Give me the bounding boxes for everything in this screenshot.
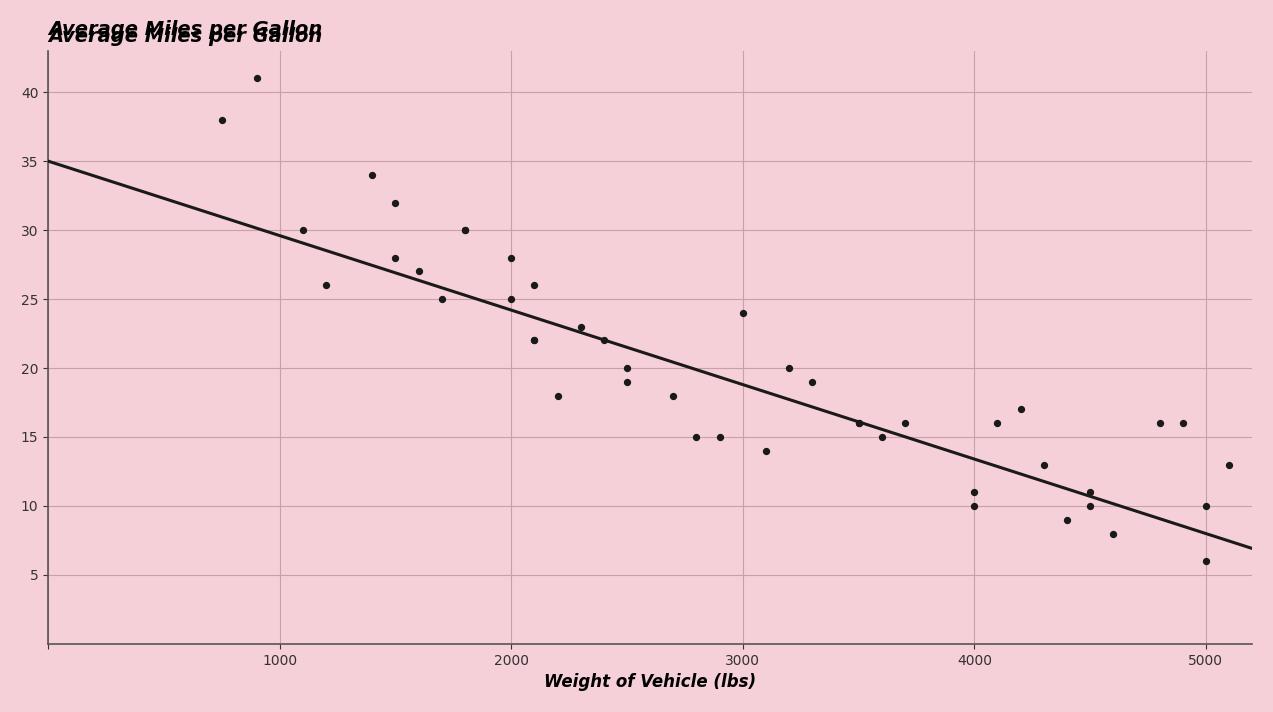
Point [709,431,729,443]
Point [211,114,232,125]
Point [964,486,984,498]
Point [524,335,545,346]
Point [454,224,475,236]
Point [570,321,591,333]
Point [1172,417,1193,429]
Point [1218,459,1239,471]
Point [502,252,522,263]
Point [502,293,522,305]
Point [524,280,545,291]
Point [593,335,614,346]
Point [617,362,638,374]
Point [454,224,475,236]
Point [779,362,799,374]
Text: Average Miles per Gallon: Average Miles per Gallon [48,20,322,39]
Point [1195,555,1216,567]
Point [547,390,568,402]
Point [1011,404,1031,415]
Point [409,266,429,277]
Point [1080,501,1100,512]
Point [432,293,452,305]
Point [1057,514,1077,525]
Point [756,445,777,456]
Point [848,417,868,429]
Point [895,417,915,429]
Point [1104,528,1124,539]
Point [316,280,336,291]
Point [988,417,1008,429]
X-axis label: Weight of Vehicle (lbs): Weight of Vehicle (lbs) [544,673,756,691]
Point [247,73,267,84]
Point [617,376,638,387]
Point [386,197,406,208]
Point [293,224,313,236]
Point [386,252,406,263]
Point [964,501,984,512]
Point [848,417,868,429]
Point [663,390,684,402]
Point [524,335,545,346]
Point [872,431,892,443]
Text: Average Miles per Gallon: Average Miles per Gallon [48,28,322,46]
Point [1080,486,1100,498]
Point [686,431,707,443]
Point [362,169,382,181]
Point [802,376,822,387]
Point [1150,417,1170,429]
Point [732,307,752,318]
Point [1034,459,1054,471]
Point [1195,501,1216,512]
